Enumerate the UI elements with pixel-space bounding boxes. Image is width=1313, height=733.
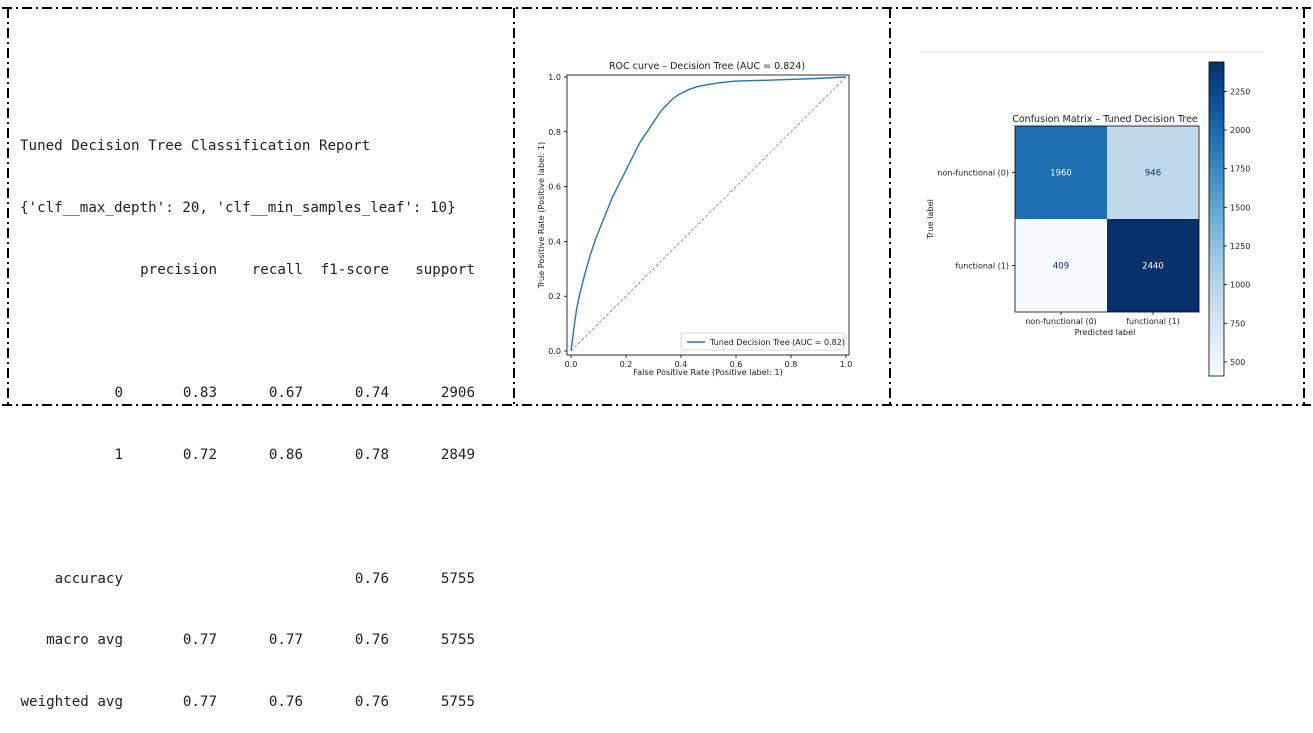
confusion-matrix-chart: Confusion Matrix – Tuned Decision Tree 1… (921, 51, 1264, 377)
cm-xlabel: Predicted label (1075, 327, 1136, 337)
cm-cell (1107, 219, 1199, 312)
roc-plot-area (566, 74, 850, 356)
support-value: 2906 (440, 385, 475, 402)
roc-ytick-label: 0.4 (548, 237, 561, 246)
roc-ytick-label: 0.6 (548, 183, 561, 192)
header-recall: recall (251, 261, 303, 278)
cm-ylabel: True label (925, 199, 935, 240)
cm-axes: non-functional (0) functional (1) non-func… (937, 169, 1179, 327)
support-value: 5755 (440, 632, 475, 649)
report-row-macro-avg: macro avg 0.77 0.77 0.76 5755 (20, 630, 475, 651)
row-label: weighted avg (20, 694, 124, 711)
cm-colorbar-bar (1208, 61, 1225, 377)
cm-colorbar-tick-label: 2000 (1230, 126, 1250, 135)
cm-cell (1015, 219, 1107, 312)
cm-colorbar-tick-label: 750 (1230, 319, 1245, 328)
roc-ytick-label: 1.0 (548, 73, 561, 82)
roc-legend: Tuned Decision Tree (AUC = 0.82) (680, 332, 846, 351)
support-value: 5755 (440, 570, 475, 587)
roc-ylabel: True Positive Rate (Positive label: 1) (536, 142, 546, 289)
cm-colorbar-tick-label: 500 (1230, 358, 1245, 367)
row-label: accuracy (54, 570, 123, 587)
cm-colorbar-tick-label: 1500 (1230, 203, 1250, 212)
classification-report: Tuned Decision Tree Classification Repor… (20, 95, 475, 733)
cm-cell (1015, 126, 1107, 219)
cm-colorbar-tick-label: 2250 (1230, 87, 1250, 96)
cm-colorbar-tick-label: 1750 (1230, 165, 1250, 174)
report-row-0: 0 0.83 0.67 0.74 2906 (20, 383, 475, 404)
f1-value: 0.74 (354, 385, 389, 402)
cm-cell-value: 946 (1145, 169, 1161, 179)
roc-legend-box (680, 332, 846, 351)
cm-xtick-label: functional (1) (1126, 317, 1180, 326)
roc-legend-label: Tuned Decision Tree (AUC = 0.82) (709, 338, 845, 347)
recall-value: 0.67 (268, 385, 303, 402)
header-precision: precision (140, 261, 217, 278)
cm-xtick-label: non-functional (0) (1025, 317, 1097, 326)
report-header: precision recall f1-score support (20, 260, 475, 281)
row-label: 1 (114, 447, 123, 464)
cm-cell-value: 1960 (1050, 169, 1072, 179)
roc-chart: ROC curve – Decision Tree (AUC = 0.824) … (536, 61, 852, 377)
cm-title: Confusion Matrix – Tuned Decision Tree (1012, 114, 1198, 125)
precision-value: 0.83 (182, 385, 217, 402)
cm-ytick-label: functional (1) (955, 262, 1009, 271)
cm-cell (1107, 126, 1199, 219)
roc-xtick-label: 0.4 (675, 360, 688, 369)
roc-xtick-label: 0.8 (785, 360, 798, 369)
support-value: 2849 (440, 447, 475, 464)
roc-xtick-label: 1.0 (840, 360, 853, 369)
cm-cell-value: 2440 (1142, 262, 1164, 272)
roc-ytick-label: 0.8 (548, 128, 561, 137)
f1-value: 0.76 (354, 570, 389, 587)
header-f1-score: f1-score (320, 261, 389, 278)
report-title: Tuned Decision Tree Classification Repor… (20, 138, 371, 155)
roc-xtick-label: 0.2 (620, 360, 633, 369)
report-params: {'clf__max_depth': 20, 'clf__min_samples… (20, 199, 456, 216)
cm-colorbar-tick-label: 1250 (1230, 242, 1250, 251)
report-blank-row (20, 322, 475, 343)
header-support: support (415, 261, 475, 278)
recall-value: 0.76 (268, 694, 303, 711)
roc-xlabel: False Positive Rate (Positive label: 1) (633, 367, 783, 377)
recall-value: 0.77 (268, 632, 303, 649)
precision-value: 0.72 (182, 447, 217, 464)
recall-value: 0.86 (268, 447, 303, 464)
report-row-accuracy: accuracy 0.76 5755 (20, 569, 475, 590)
cm-cell-value: 409 (1053, 262, 1069, 272)
row-label: macro avg (46, 632, 123, 649)
cm-frame (1014, 125, 1200, 313)
f1-value: 0.76 (354, 694, 389, 711)
f1-value: 0.76 (354, 632, 389, 649)
roc-curve-line (570, 76, 847, 352)
roc-ytick-label: 0.2 (548, 292, 561, 301)
cm-colorbar: 500 750 1000 1250 1500 1750 2000 2250 (1208, 61, 1250, 377)
precision-value: 0.77 (182, 632, 217, 649)
roc-xtick-label: 0.6 (730, 360, 743, 369)
f1-value: 0.78 (354, 447, 389, 464)
panel-frame (2, 7, 1311, 406)
report-row-weighted-avg: weighted avg 0.77 0.76 0.76 5755 (20, 692, 476, 713)
cm-ytick-label: non-functional (0) (937, 169, 1009, 178)
roc-xtick-label: 0.0 (565, 360, 578, 369)
roc-ticks: 0.0 0.2 0.4 0.6 0.8 1.0 0.0 0.2 0.4 0.6 0.8 1.0 (548, 73, 852, 369)
cm-cells: 1960 946 409 2440 (1014, 125, 1200, 313)
precision-value: 0.77 (182, 694, 217, 711)
roc-lines (570, 76, 847, 352)
roc-title: ROC curve – Decision Tree (AUC = 0.824) (609, 61, 805, 72)
cm-colorbar-tick-label: 1000 (1230, 281, 1250, 290)
report-blank-row (20, 507, 475, 528)
roc-ytick-label: 0.0 (548, 347, 561, 356)
row-label: 0 (114, 385, 123, 402)
report-row-1: 1 0.72 0.86 0.78 2849 (20, 445, 475, 466)
support-value: 5755 (440, 694, 475, 711)
